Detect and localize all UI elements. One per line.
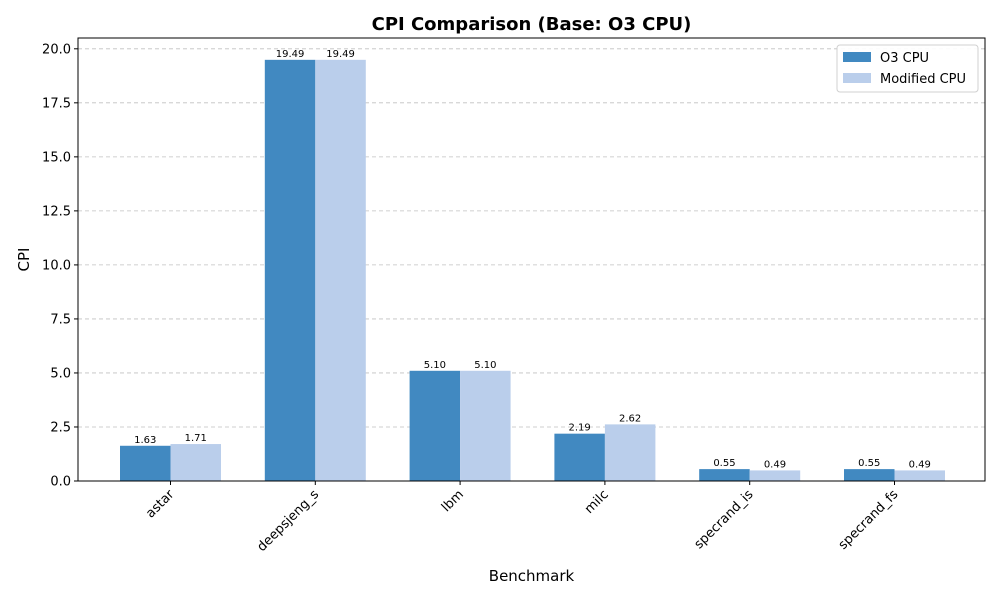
chart-title: CPI Comparison (Base: O3 CPU)	[372, 14, 692, 35]
bar-modified-cpu	[460, 370, 511, 481]
y-tick-label: 7.5	[50, 312, 71, 327]
x-tick-label: specrand_fs	[836, 487, 902, 553]
data-labels: 1.63 19.49 5.10 2.19 0.55 0.55 1.71 19.49 5.10 2.…	[134, 49, 931, 471]
y-axis: 0.0 2.5 5.0 7.5 10.0 12.5 15.0 17.5 20.0	[42, 42, 78, 490]
legend-label: O3 CPU	[880, 51, 929, 66]
x-tick-label: deepsjeng_s	[254, 487, 322, 555]
legend: O3 CPU Modified CPU	[836, 44, 979, 93]
bar-value-label: 2.19	[569, 423, 591, 434]
legend-swatch	[843, 52, 871, 62]
x-tick-label: specrand_is	[692, 487, 757, 552]
bar-value-label: 0.55	[858, 458, 880, 469]
bar-o3-cpu	[120, 445, 171, 481]
x-axis: astar deepsjeng_s lbm milc specrand_is specra…	[143, 481, 901, 555]
bar-modified-cpu	[170, 444, 221, 481]
bar-o3-cpu	[409, 370, 461, 481]
x-tick-label: astar	[143, 487, 178, 522]
bar-value-label: 5.10	[424, 360, 446, 371]
y-axis-title: CPI	[15, 248, 33, 272]
bar-value-label: 5.10	[474, 360, 496, 371]
gridlines	[78, 48, 985, 482]
bar-value-label: 0.55	[713, 458, 735, 469]
bar-modified-cpu	[749, 470, 801, 481]
y-tick-label: 15.0	[42, 150, 71, 165]
y-tick-label: 20.0	[42, 42, 71, 57]
bar-value-label: 0.49	[909, 459, 931, 470]
legend-label: Modified CPU	[880, 72, 966, 87]
y-tick-label: 10.0	[42, 258, 71, 273]
bar-modified-cpu	[894, 470, 945, 481]
bar-value-label: 19.49	[326, 49, 355, 60]
bar-value-label: 1.71	[185, 433, 207, 444]
bar-modified-cpu	[604, 424, 656, 481]
bar-o3-cpu	[699, 469, 750, 481]
x-tick-label: lbm	[439, 487, 467, 515]
bar-value-label: 19.49	[276, 49, 305, 60]
bar-value-label: 2.62	[619, 413, 641, 424]
bar-value-label: 0.49	[764, 459, 786, 470]
bar-o3-cpu	[844, 469, 895, 481]
y-tick-label: 12.5	[42, 204, 71, 219]
x-tick-label: milc	[582, 487, 612, 517]
y-tick-label: 0.0	[50, 475, 71, 490]
x-axis-title: Benchmark	[489, 567, 575, 585]
y-tick-label: 5.0	[50, 366, 71, 381]
legend-swatch	[843, 73, 871, 83]
y-tick-label: 17.5	[42, 96, 71, 111]
y-tick-label: 2.5	[50, 420, 71, 435]
bar-o3-cpu	[264, 59, 316, 481]
bar-o3-cpu	[554, 433, 605, 481]
bar-modified-cpu	[315, 59, 366, 481]
bars	[120, 59, 945, 481]
bar-value-label: 1.63	[134, 435, 156, 446]
plot-frame	[77, 37, 986, 482]
legend-box	[836, 44, 979, 93]
